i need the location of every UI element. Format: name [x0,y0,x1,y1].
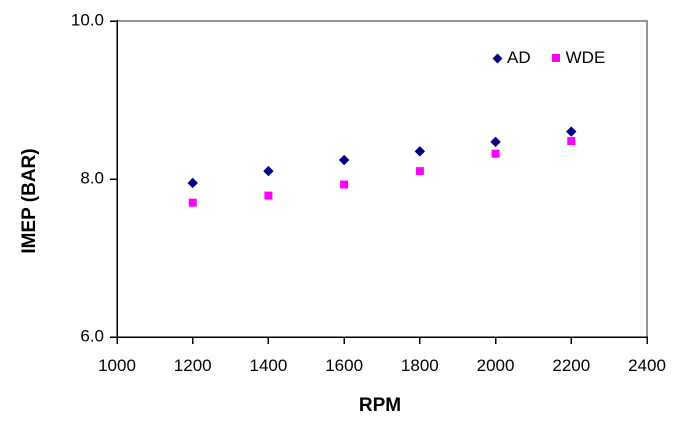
legend: AD WDE [492,48,606,67]
legend-item-wde: WDE [551,48,606,67]
x-tick-label: 1000 [98,356,136,375]
y-tick-label: 10.0 [70,10,104,30]
x-tick-label: 1200 [173,356,212,375]
data-point-wde [188,198,197,207]
x-tick-label: 2400 [628,356,666,375]
x-tick-label: 2200 [552,356,591,375]
x-tick-label: 1800 [400,356,439,375]
x-tick-label: 1400 [249,356,288,375]
y-axis-title: IMEP (BAR) [19,148,40,254]
data-point-wde [415,167,424,176]
square-marker-icon [551,54,560,62]
data-point-ad [414,146,426,157]
legend-label-ad: AD [507,48,531,67]
diamond-marker-icon [492,53,503,63]
y-tick-label: 6.0 [80,326,104,346]
data-point-wde [340,180,349,189]
x-tick-label: 1600 [325,356,364,375]
data-point-ad [263,165,274,177]
legend-item-ad: AD [492,48,531,67]
data-point-ad [490,136,501,148]
data-point-ad [338,154,350,166]
legend-label-wde: WDE [565,48,606,67]
data-point-ad [187,177,198,189]
data-point-wde [491,149,500,158]
data-point-wde [567,137,576,146]
y-tick-label: 8.0 [80,168,104,188]
x-tick-label: 2000 [476,356,515,375]
x-axis-title: RPM [358,395,402,416]
data-point-wde [264,191,273,200]
data-point-ad [566,126,577,137]
